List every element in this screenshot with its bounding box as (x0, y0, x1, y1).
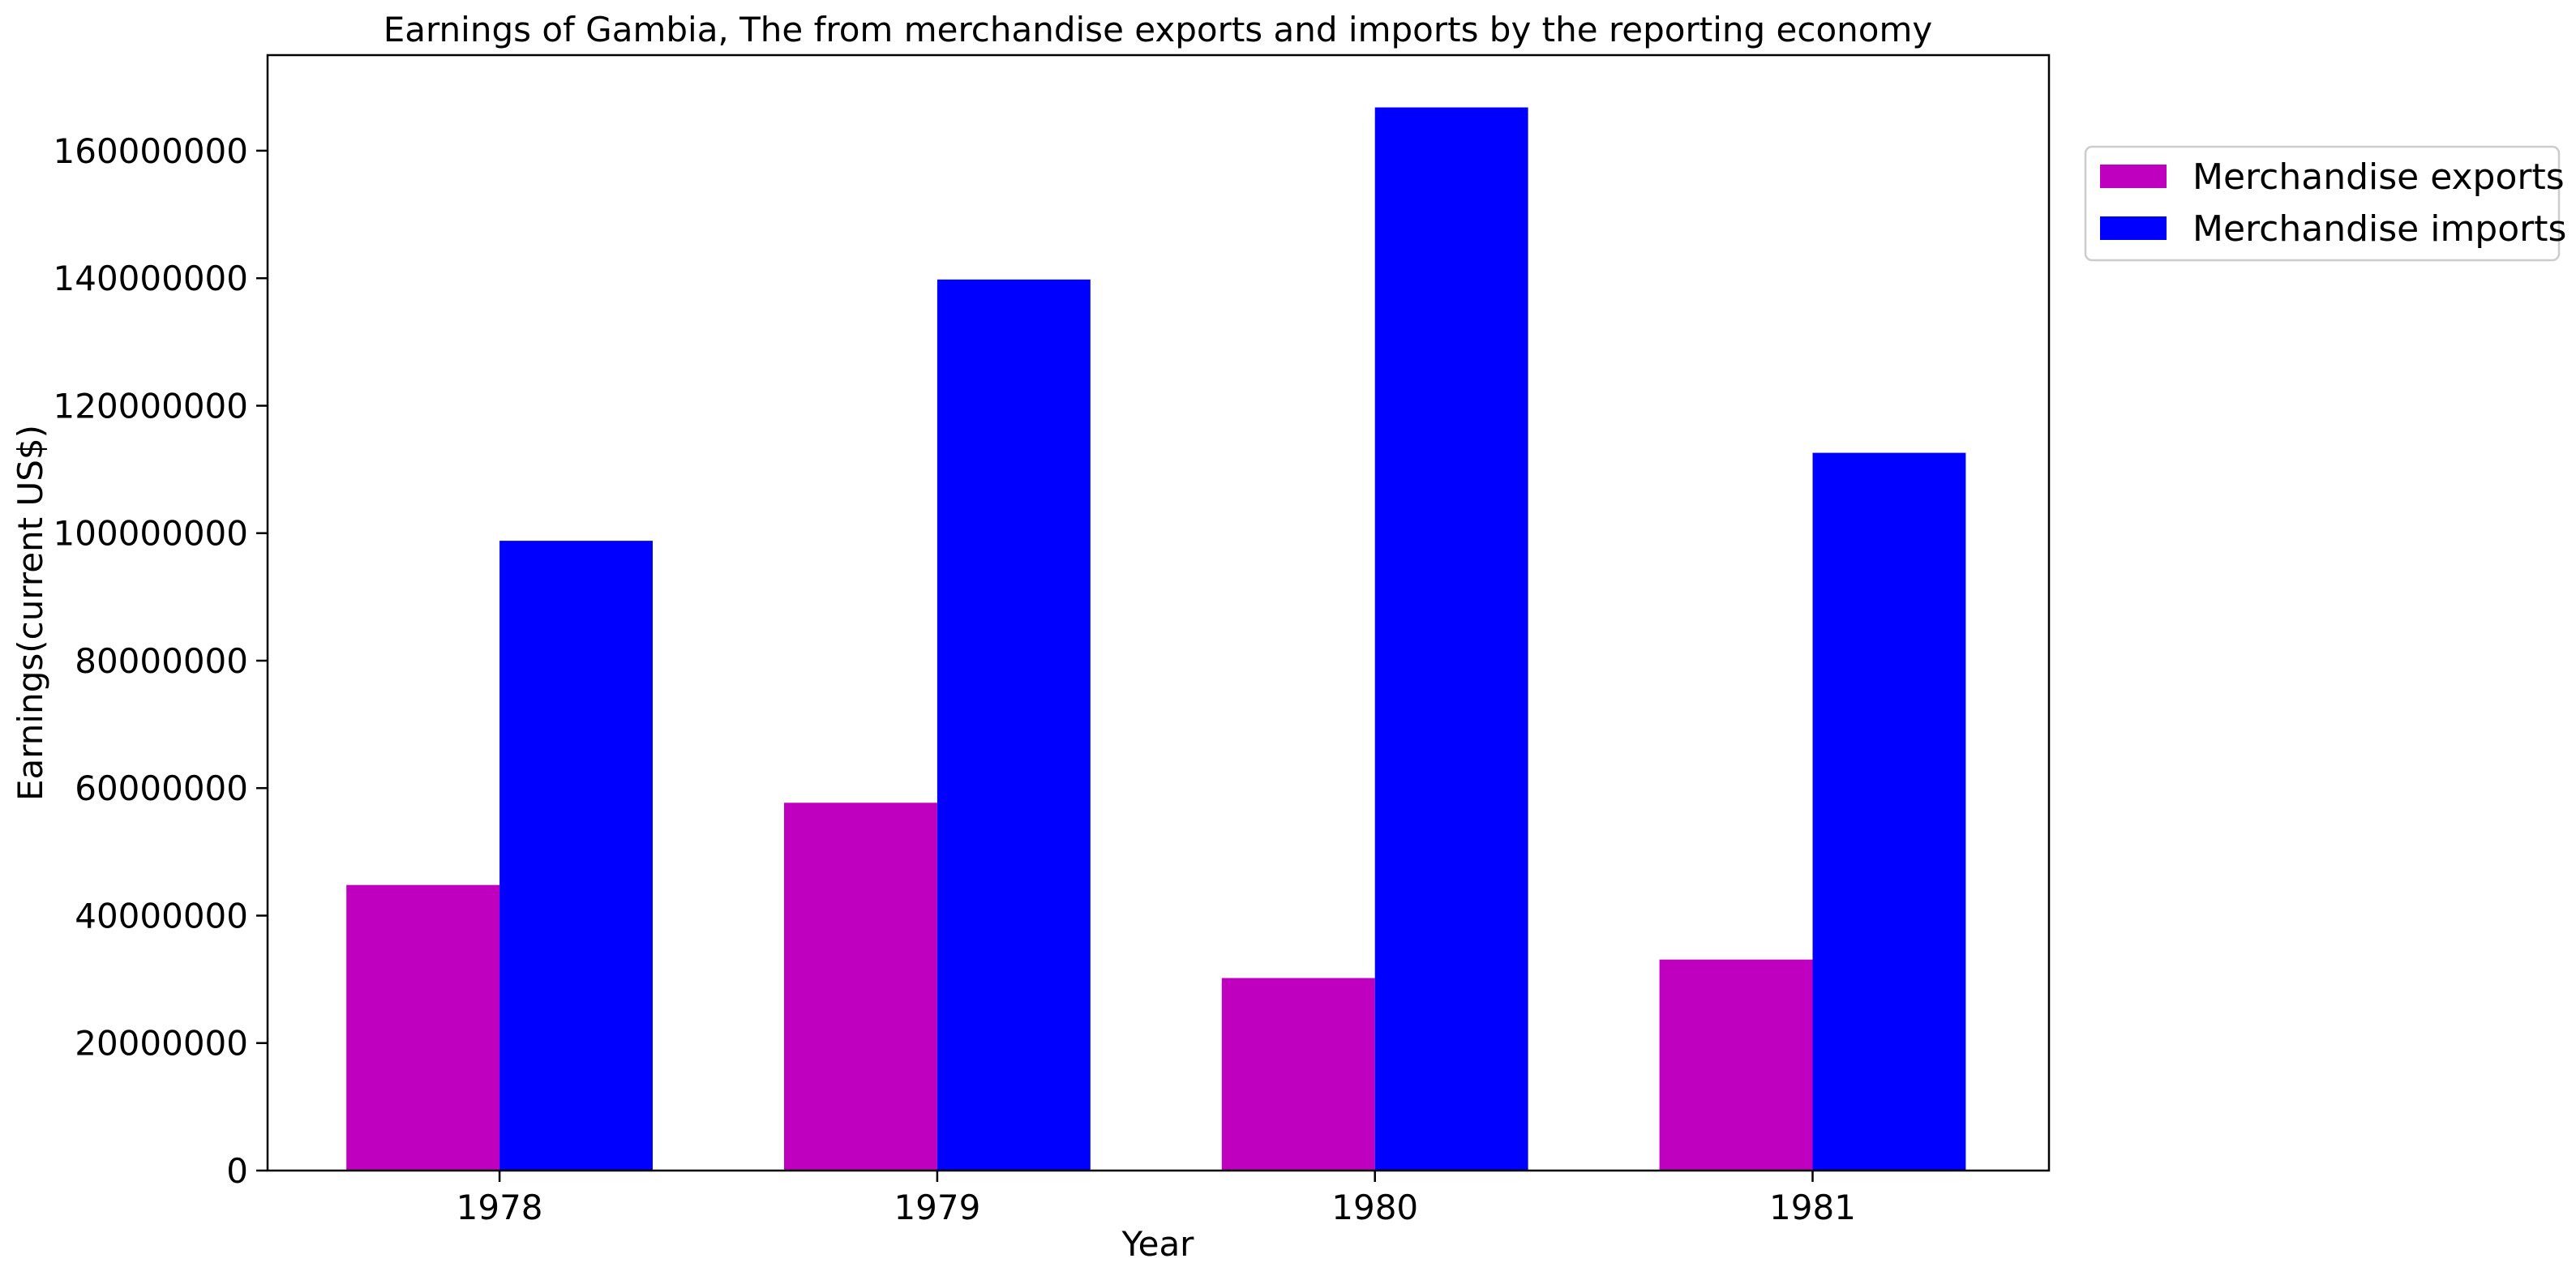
y-tick-label: 120000000 (54, 387, 249, 426)
y-axis-label: Earnings(current US$) (11, 425, 50, 801)
bar-imports-1980 (1374, 107, 1528, 1171)
y-tick-label: 0 (226, 1151, 248, 1191)
x-tick-label-1980: 1980 (1331, 1188, 1418, 1227)
x-tick-label-1979: 1979 (894, 1188, 980, 1227)
y-tick-label: 60000000 (75, 768, 248, 808)
legend-label-imports: Merchandise imports (2192, 208, 2566, 250)
bar-exports-1979 (784, 803, 937, 1171)
bar-exports-1981 (1659, 959, 1813, 1171)
legend-swatch-exports (2100, 165, 2167, 188)
y-tick-label: 100000000 (54, 514, 249, 554)
x-axis: 1978 1979 1980 1981 (456, 1171, 1856, 1227)
legend: Merchandise exports Merchandise imports (2084, 145, 2566, 262)
legend-label-exports: Merchandise exports (2192, 156, 2565, 198)
x-tick-label-1978: 1978 (456, 1188, 543, 1227)
bars-layer (346, 107, 1966, 1171)
bar-imports-1979 (937, 279, 1091, 1171)
y-axis: 0 20000000 40000000 60000000 80000000 1000000… (54, 131, 268, 1191)
x-axis-label: Year (1121, 1224, 1195, 1264)
bar-exports-1978 (346, 884, 500, 1171)
bar-imports-1978 (499, 541, 653, 1171)
y-tick-label: 80000000 (75, 641, 248, 681)
plot-frame (266, 54, 2051, 1172)
bar-imports-1981 (1812, 452, 1966, 1171)
legend-swatch-imports (2100, 216, 2167, 240)
y-tick-label: 20000000 (75, 1024, 248, 1064)
y-tick-label: 140000000 (54, 259, 249, 298)
x-tick-label-1981: 1981 (1769, 1188, 1856, 1227)
y-tick-label: 40000000 (75, 897, 248, 936)
legend-frame (2084, 145, 2561, 262)
chart-title: Earnings of Gambia, The from merchandise… (384, 10, 1933, 49)
bar-exports-1980 (1221, 978, 1375, 1171)
y-tick-label: 160000000 (54, 131, 249, 171)
